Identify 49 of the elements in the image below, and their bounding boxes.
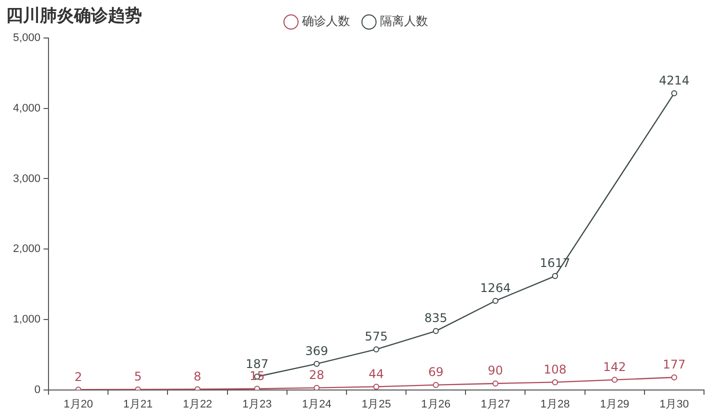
x-tick-label: 1月26 — [421, 398, 451, 410]
point — [432, 382, 439, 388]
data-label: 8 — [194, 369, 202, 384]
x-tick-label: 1月25 — [362, 398, 391, 410]
data-label: 369 — [305, 344, 328, 358]
chart-title: 四川肺炎确诊趋势 — [6, 5, 142, 27]
x-tick-label: 1月28 — [540, 398, 570, 410]
x-tick-label: 1月30 — [660, 398, 689, 410]
data-label: 69 — [428, 365, 444, 380]
data-label: 187 — [246, 356, 269, 371]
x-tick-label: 1月24 — [302, 398, 332, 410]
point — [314, 360, 320, 367]
x-tick-label: 1月27 — [480, 398, 510, 410]
y-tick-label: 4,000 — [12, 102, 41, 114]
point — [492, 298, 498, 304]
x-tick-label: 1月29 — [600, 398, 630, 410]
point — [373, 384, 380, 390]
point — [552, 273, 558, 280]
data-label: 1264 — [480, 280, 511, 295]
point — [314, 384, 320, 390]
point — [492, 380, 498, 386]
data-label: 177 — [662, 357, 686, 372]
legend-label: 确诊人数 — [301, 14, 350, 28]
y-tick-label: 2,000 — [12, 243, 41, 256]
x-tick-label: 1月22 — [182, 398, 212, 410]
x-tick-label: 1月20 — [64, 398, 93, 410]
point — [373, 346, 380, 352]
point — [671, 374, 678, 380]
y-tick-label: 1,000 — [12, 313, 41, 326]
y-tick-label: 5,000 — [12, 32, 41, 44]
data-label: 5 — [134, 370, 142, 384]
data-label: 2 — [74, 370, 82, 384]
point — [671, 90, 678, 96]
legend-label: 隔离人数 — [380, 14, 428, 28]
data-label: 4214 — [658, 73, 690, 88]
point — [552, 379, 558, 386]
data-label: 575 — [364, 329, 388, 344]
point — [432, 328, 439, 334]
data-label: 108 — [544, 362, 566, 376]
point — [612, 376, 618, 383]
y-tick-label: 3,000 — [12, 172, 41, 185]
data-label: 90 — [488, 364, 504, 378]
data-label: 142 — [603, 360, 626, 374]
x-tick-label: 1月23 — [242, 398, 272, 410]
data-label: 44 — [368, 366, 384, 381]
data-label: 28 — [309, 368, 324, 382]
data-label: 835 — [424, 311, 448, 326]
x-tick-label: 1月21 — [123, 398, 153, 410]
y-tick-label: 0 — [34, 384, 41, 396]
